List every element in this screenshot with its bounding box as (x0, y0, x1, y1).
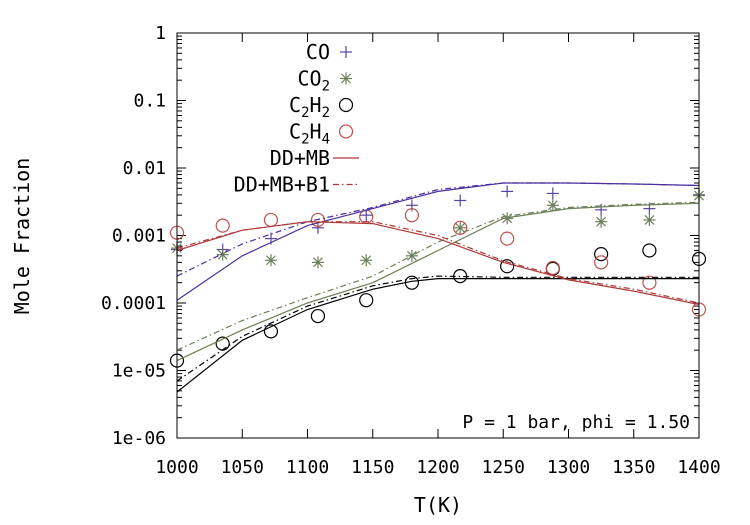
legend-label: DD+MB (270, 146, 330, 170)
data-point (215, 218, 230, 233)
data-point (404, 208, 419, 223)
y-tick-labels: 1 0.1 0.01 0.001 0.0001 1e-05 1e-06 (101, 23, 166, 449)
data-point (360, 254, 373, 267)
series-layer (169, 182, 707, 393)
data-point (264, 254, 277, 267)
x-tick-label: 1400 (677, 457, 720, 478)
data-point (311, 221, 324, 234)
data-point (546, 187, 559, 200)
legend-marker (338, 124, 354, 139)
y-tick-label: 0.001 (112, 226, 166, 247)
y-tick-label: 0.1 (133, 91, 166, 112)
series-points-c2h2 (169, 243, 707, 368)
legend-marker (340, 72, 352, 85)
series-points-c2h4 (169, 208, 707, 317)
legend-label: C2H4 (289, 120, 330, 148)
series-line-c2h2-dd-mb-b1 (176, 275, 699, 382)
tick-marks (176, 32, 700, 439)
x-tick-label: 1300 (547, 457, 590, 478)
series-line-co-dd-mb-b1 (176, 182, 700, 277)
data-point (643, 213, 656, 226)
data-point (642, 243, 657, 258)
legend-label: CO (306, 40, 330, 64)
data-point (501, 185, 514, 198)
data-point (263, 212, 279, 228)
data-point (595, 215, 608, 228)
x-tick-label: 1050 (221, 457, 264, 478)
series-line-co2-dd-mb (176, 202, 700, 362)
x-tick-label: 1200 (416, 457, 459, 478)
plot-frame (176, 32, 700, 439)
y-tick-label: 1e-06 (112, 428, 166, 449)
series-line-c2h4-dd-mb (176, 221, 700, 306)
data-point (500, 259, 515, 274)
data-point (360, 209, 373, 222)
data-point (405, 249, 418, 262)
data-point (595, 203, 608, 216)
data-point (359, 293, 374, 308)
x-tick-label: 1150 (351, 457, 394, 478)
data-point (545, 260, 560, 276)
data-point (594, 247, 609, 262)
data-point (216, 248, 229, 261)
data-point (310, 308, 326, 324)
data-point (453, 220, 468, 235)
data-point (500, 231, 515, 246)
x-tick-label: 1250 (482, 457, 525, 478)
series-line-c2h4-dd-mb-b1 (176, 221, 700, 304)
data-point (454, 221, 467, 234)
x-tick-label: 1000 (155, 457, 198, 478)
x-axis-label: T(K) (414, 493, 462, 517)
series-line-co-dd-mb (176, 182, 700, 301)
data-point (546, 199, 559, 212)
y-axis-label: Mole Fraction (10, 158, 34, 315)
data-point (311, 256, 324, 269)
y-tick-label: 0.0001 (101, 293, 166, 314)
legend-marker (338, 97, 354, 113)
data-point (642, 275, 657, 290)
legend-label: C2H2 (289, 93, 330, 121)
legend-label: CO2 (297, 67, 330, 95)
y-tick-label: 0.01 (123, 158, 166, 179)
data-point (594, 255, 609, 270)
x-tick-labels: 1000 1050 1100 1150 1200 1250 1300 1350 1400 (155, 457, 720, 478)
x-tick-label: 1350 (612, 457, 655, 478)
x-tick-label: 1100 (286, 457, 329, 478)
y-tick-label: 1e-05 (112, 361, 166, 382)
data-point (310, 212, 326, 228)
series-line-co2-dd-mb-b1 (176, 201, 700, 351)
annotation: P = 1 bar, phi = 1.50 (462, 412, 690, 433)
legend-marker (340, 46, 352, 58)
data-point (454, 194, 467, 207)
data-point (405, 199, 418, 212)
y-tick-label: 1 (155, 23, 166, 44)
series-line-c2h2-dd-mb (176, 278, 699, 393)
legend-label: DD+MB+B1 (234, 173, 330, 197)
data-point (263, 324, 279, 339)
